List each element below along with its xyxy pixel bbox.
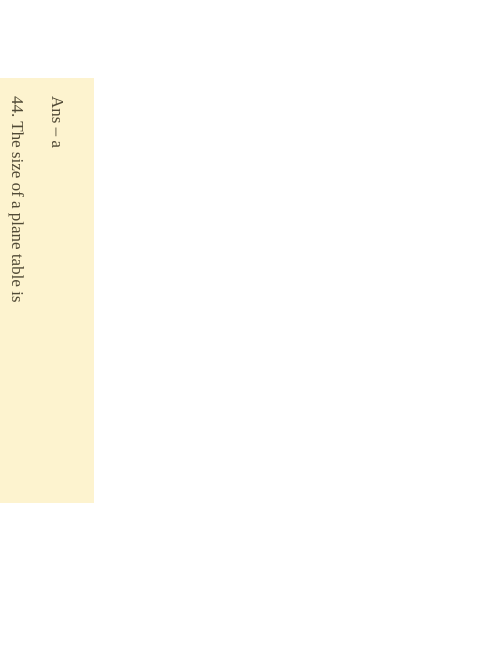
answer-previous: Ans – a [44,96,70,483]
question-44: 44. The size of a plane table is [3,96,29,483]
question-44-text: The size of a plane table is [8,121,27,302]
question-44-number: 44. [8,96,27,117]
